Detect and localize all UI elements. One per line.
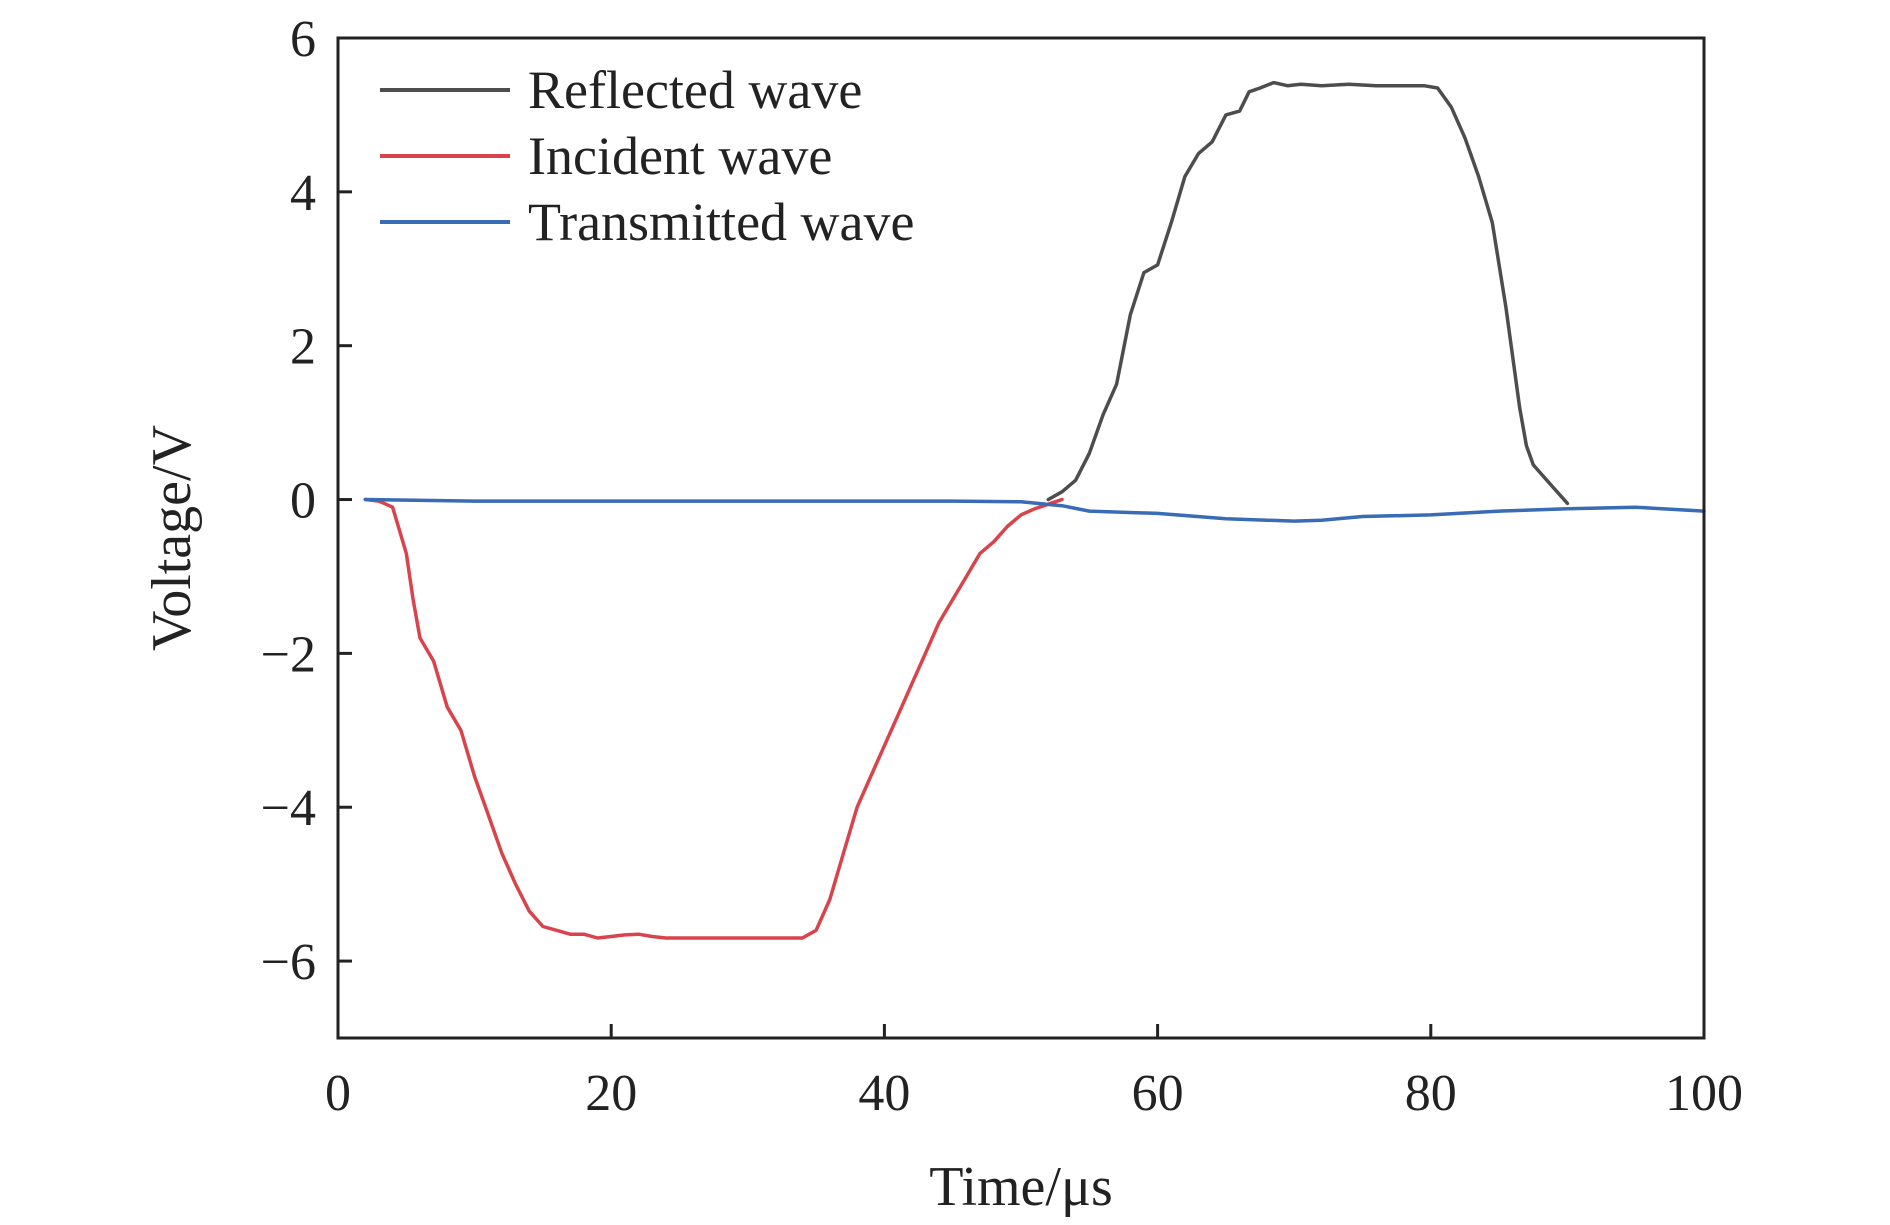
x-tick-label: 0 [325,1065,351,1122]
plot-frame [336,36,1706,1040]
legend-label: Reflected wave [528,60,862,120]
series-group [363,80,1706,940]
series-line-reflected-wave [1046,80,1570,506]
series-line-transmitted-wave [363,497,1706,523]
y-axis: 6 4 2 0 −2 −4 −6 [261,11,352,991]
y-tick-label: −6 [261,934,316,991]
x-axis: 0 20 40 60 80 100 [325,1024,1743,1122]
x-tick-label: 100 [1665,1065,1743,1122]
y-tick-label: 6 [290,11,316,68]
legend-label: Incident wave [528,126,832,186]
plot-area [336,36,1706,1040]
y-tick-label: −2 [261,626,316,683]
x-tick-label: 20 [585,1065,637,1122]
series-line-incident-wave [363,497,1064,940]
x-tick-label: 40 [858,1065,910,1122]
y-tick-label: 2 [290,319,316,376]
x-tick-label: 80 [1405,1065,1457,1122]
y-tick-label: 0 [290,473,316,530]
legend-label: Transmitted wave [528,192,914,252]
y-tick-label: 4 [290,165,316,222]
x-axis-title: Time/μs [929,1156,1113,1218]
x-tick-label: 60 [1132,1065,1184,1122]
y-tick-label: −4 [261,780,316,837]
y-axis-title: Voltage/V [141,425,203,651]
